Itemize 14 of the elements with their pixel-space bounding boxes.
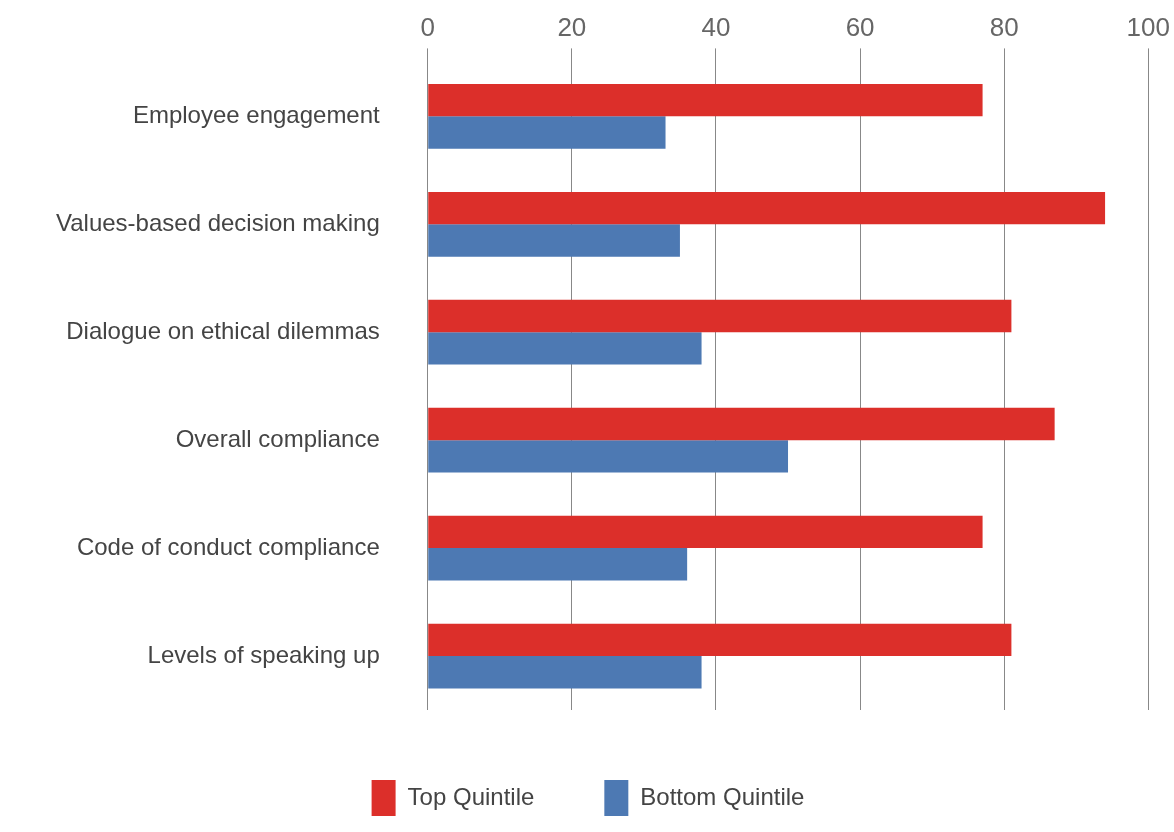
x-tick-label: 40 xyxy=(701,11,731,42)
y-tick-label: Values-based decision making xyxy=(55,208,380,236)
y-tick-label: Levels of speaking up xyxy=(147,640,380,668)
x-tick-label: 0 xyxy=(420,11,435,42)
x-tick-label: 100 xyxy=(1126,11,1171,42)
legend-label: Top Quintile xyxy=(407,782,535,810)
x-tick-label: 80 xyxy=(989,11,1019,42)
y-tick-label: Dialogue on ethical dilemmas xyxy=(66,316,380,344)
y-tick-label: Overall compliance xyxy=(175,424,380,452)
y-tick-label: Code of conduct compliance xyxy=(76,532,380,560)
x-tick-label: 60 xyxy=(845,11,875,42)
x-tick-label: 20 xyxy=(557,11,587,42)
y-tick-label: Employee engagement xyxy=(132,100,381,128)
legend-label: Bottom Quintile xyxy=(640,782,805,810)
